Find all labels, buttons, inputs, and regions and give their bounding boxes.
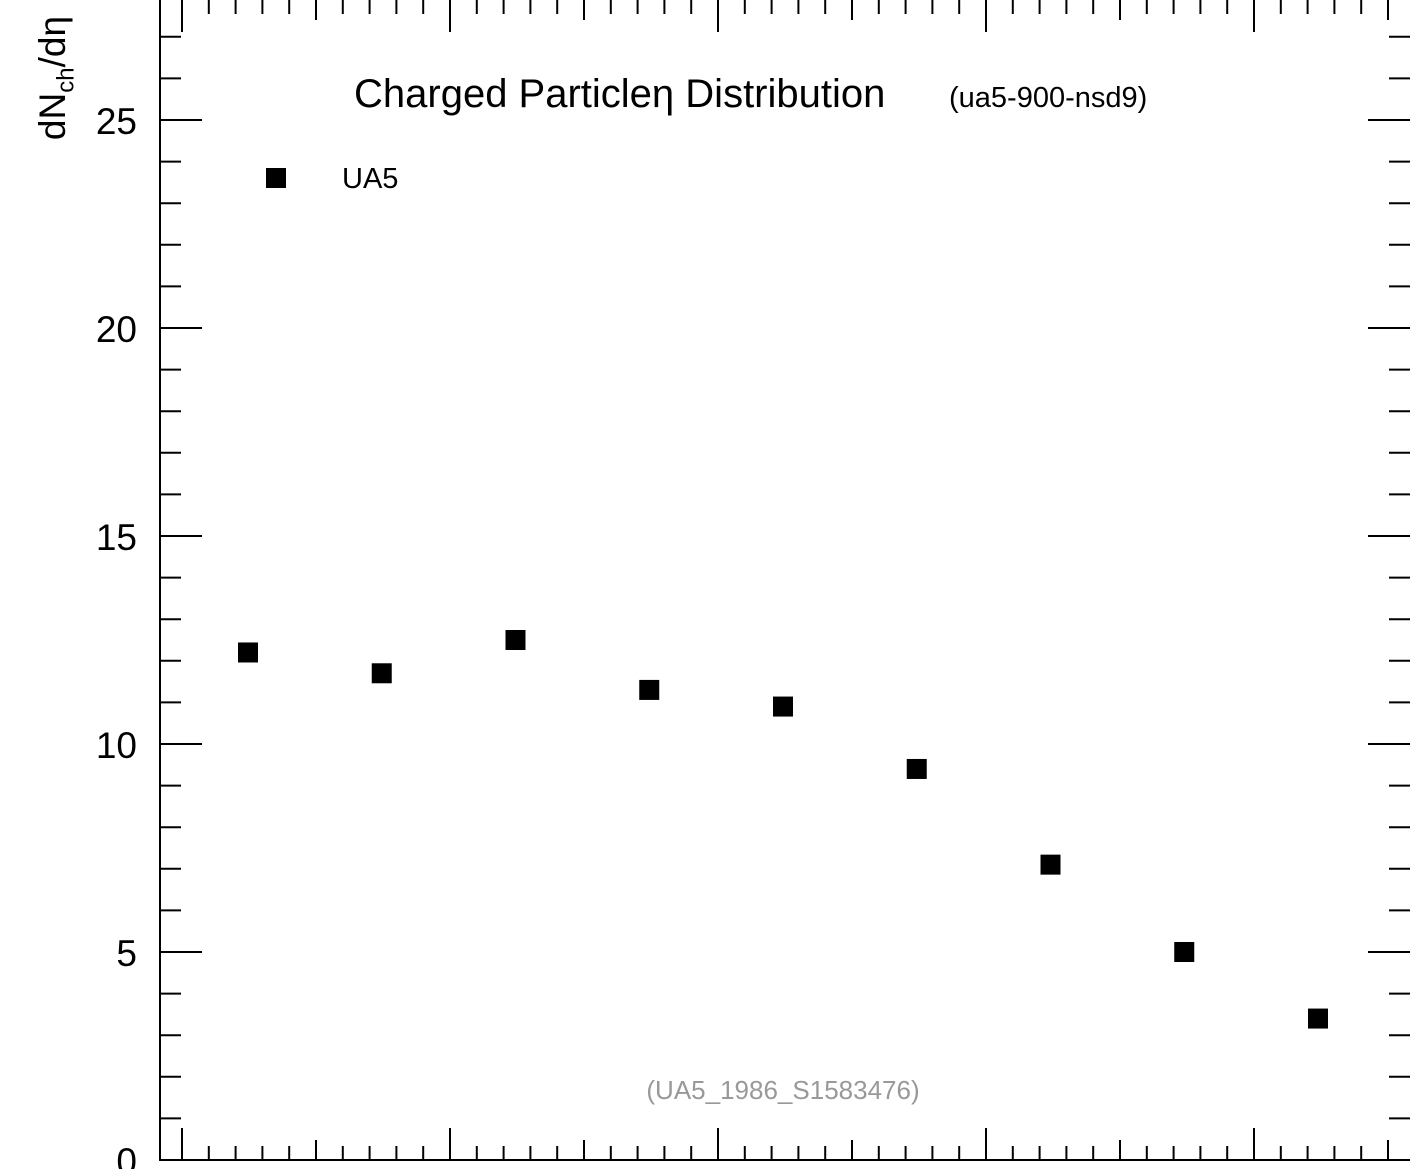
y-tick-label: 25 [96, 101, 137, 142]
y-tick-label: 15 [96, 517, 137, 558]
data-point [1174, 942, 1195, 962]
y-tick-label: 0 [116, 1141, 137, 1169]
y-tick-labels: 0 5 10 15 20 25 [96, 101, 137, 1169]
data-point [639, 679, 660, 700]
y-tick-label: 10 [96, 725, 137, 766]
data-point [1308, 1008, 1328, 1029]
data-point [773, 696, 793, 717]
y-tick-label: 20 [96, 309, 137, 350]
data-point [238, 642, 258, 663]
legend-marker-ua5 [266, 168, 286, 188]
axis-ticks [160, 0, 1410, 1161]
data-points [238, 630, 1328, 1029]
data-point [906, 758, 927, 779]
chart-subtitle: (ua5-900-nsd9) [949, 82, 1147, 114]
data-point [371, 663, 392, 684]
source-annotation: (UA5_1986_S1583476) [646, 1075, 919, 1105]
data-point [1040, 854, 1061, 875]
chart-title: Charged Particleη Distribution [354, 72, 885, 116]
data-point [505, 630, 526, 650]
y-tick-label: 5 [116, 933, 137, 974]
legend-label-ua5: UA5 [342, 163, 398, 195]
